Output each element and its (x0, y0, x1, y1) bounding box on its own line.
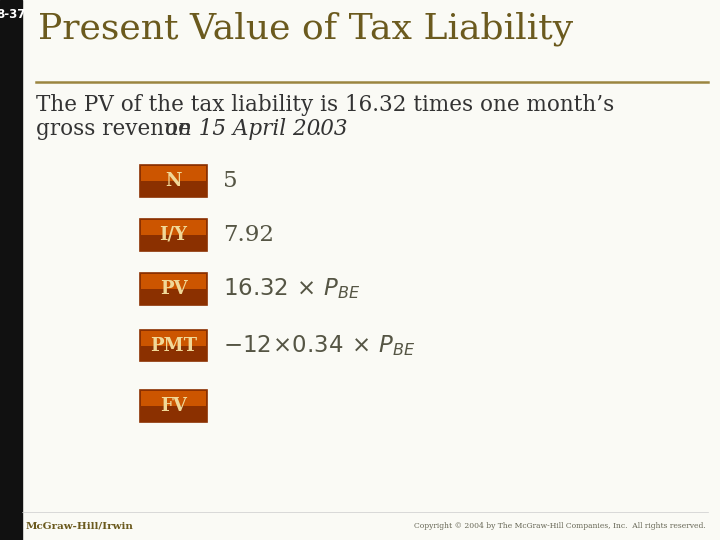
Bar (140, 219, 207, 251)
Text: on 15 April 2003: on 15 April 2003 (165, 118, 348, 140)
Text: FV: FV (160, 397, 187, 415)
Text: Copyright © 2004 by The McGraw-Hill Companies, Inc.  All rights reserved.: Copyright © 2004 by The McGraw-Hill Comp… (414, 522, 706, 530)
Bar (140, 273, 207, 305)
Text: N: N (166, 172, 181, 190)
Text: gross revenue: gross revenue (36, 118, 197, 140)
Text: $-12\!\times\!0.34\,\times\,P_{BE}$: $-12\!\times\!0.34\,\times\,P_{BE}$ (223, 333, 415, 358)
Bar (140, 390, 207, 422)
Bar (140, 330, 207, 361)
Bar (141, 220, 206, 235)
Text: I/Y: I/Y (160, 226, 187, 244)
Text: PMT: PMT (150, 336, 197, 355)
Bar (141, 274, 206, 289)
Bar (140, 165, 207, 197)
Text: $16.32\,\times\,P_{BE}$: $16.32\,\times\,P_{BE}$ (223, 276, 361, 301)
Bar (141, 331, 206, 346)
Text: 5: 5 (223, 170, 238, 192)
Text: The PV of the tax liability is 16.32 times one month’s: The PV of the tax liability is 16.32 tim… (36, 94, 614, 116)
Bar (141, 166, 206, 181)
Text: PV: PV (160, 280, 187, 298)
Text: McGraw-Hill/Irwin: McGraw-Hill/Irwin (26, 522, 134, 530)
Text: 7.92: 7.92 (223, 224, 274, 246)
Text: 8-37: 8-37 (0, 8, 26, 21)
Text: .: . (315, 118, 322, 140)
Text: Present Value of Tax Liability: Present Value of Tax Liability (38, 12, 573, 46)
Bar (0, 0, 22, 540)
Bar (141, 392, 206, 406)
